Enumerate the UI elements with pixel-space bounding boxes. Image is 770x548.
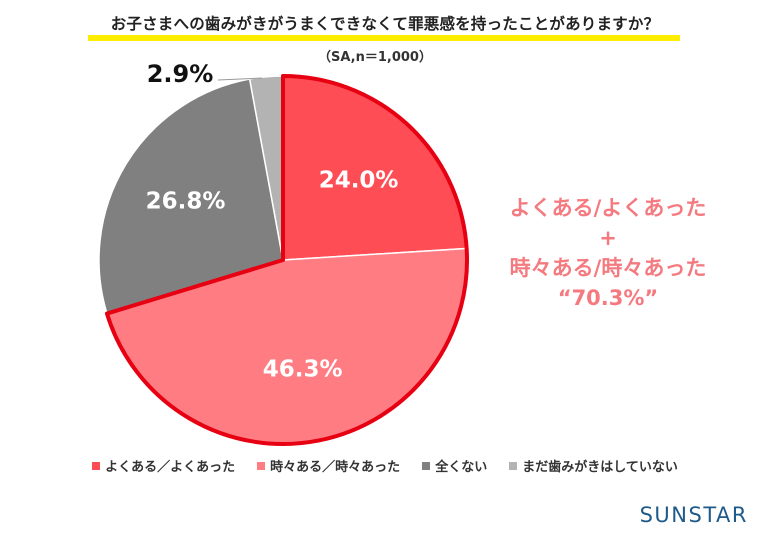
pie-labels: 24.0% 46.3% 26.8% 2.9% [146,60,399,383]
title-highlight-bar [88,35,680,41]
legend-item-never: 全くない [422,456,487,475]
legend-item-often: よくある／よくあった [92,456,235,475]
brand-logo: SUNSTAR [639,503,748,527]
legend-label: 全くない [435,460,488,475]
chart-title: お子さまへの歯みがきがうまくできなくて罪悪感を持ったことがありますか？ [110,15,660,33]
annotation-line-3: 時々ある/時々あった [509,256,707,280]
legend-swatch [257,461,266,470]
label-often: 24.0% [319,168,399,194]
annotation-line-1: よくある/よくあった [509,196,707,220]
chart-subtitle: （SA,n＝1,000） [318,50,432,65]
legend-item-sometimes: 時々ある／時々あった [257,456,400,475]
highlight-outline [104,74,469,446]
legend-item-not-yet: まだ歯みがきはしていない [509,456,678,475]
annotation-line-4: “70.3%” [557,286,659,310]
legend-label: よくある／よくあった [105,460,236,475]
leader-line [217,77,263,81]
legend-swatch [92,461,101,470]
legend: よくある／よくあった 時々ある／時々あった 全くない まだ歯みがきはしていない [0,456,770,475]
label-sometimes: 46.3% [263,357,343,383]
legend-label: まだ歯みがきはしていない [522,460,678,475]
legend-swatch [509,461,518,470]
legend-swatch [422,461,431,470]
slice-never [98,78,284,315]
label-never: 26.8% [146,189,226,215]
annotation-callout: よくある/よくあった + 時々ある/時々あった “70.3%” [478,193,738,313]
label-not-yet: 2.9% [147,60,214,88]
legend-label: 時々ある／時々あった [270,460,401,475]
annotation-line-2: + [599,226,617,250]
